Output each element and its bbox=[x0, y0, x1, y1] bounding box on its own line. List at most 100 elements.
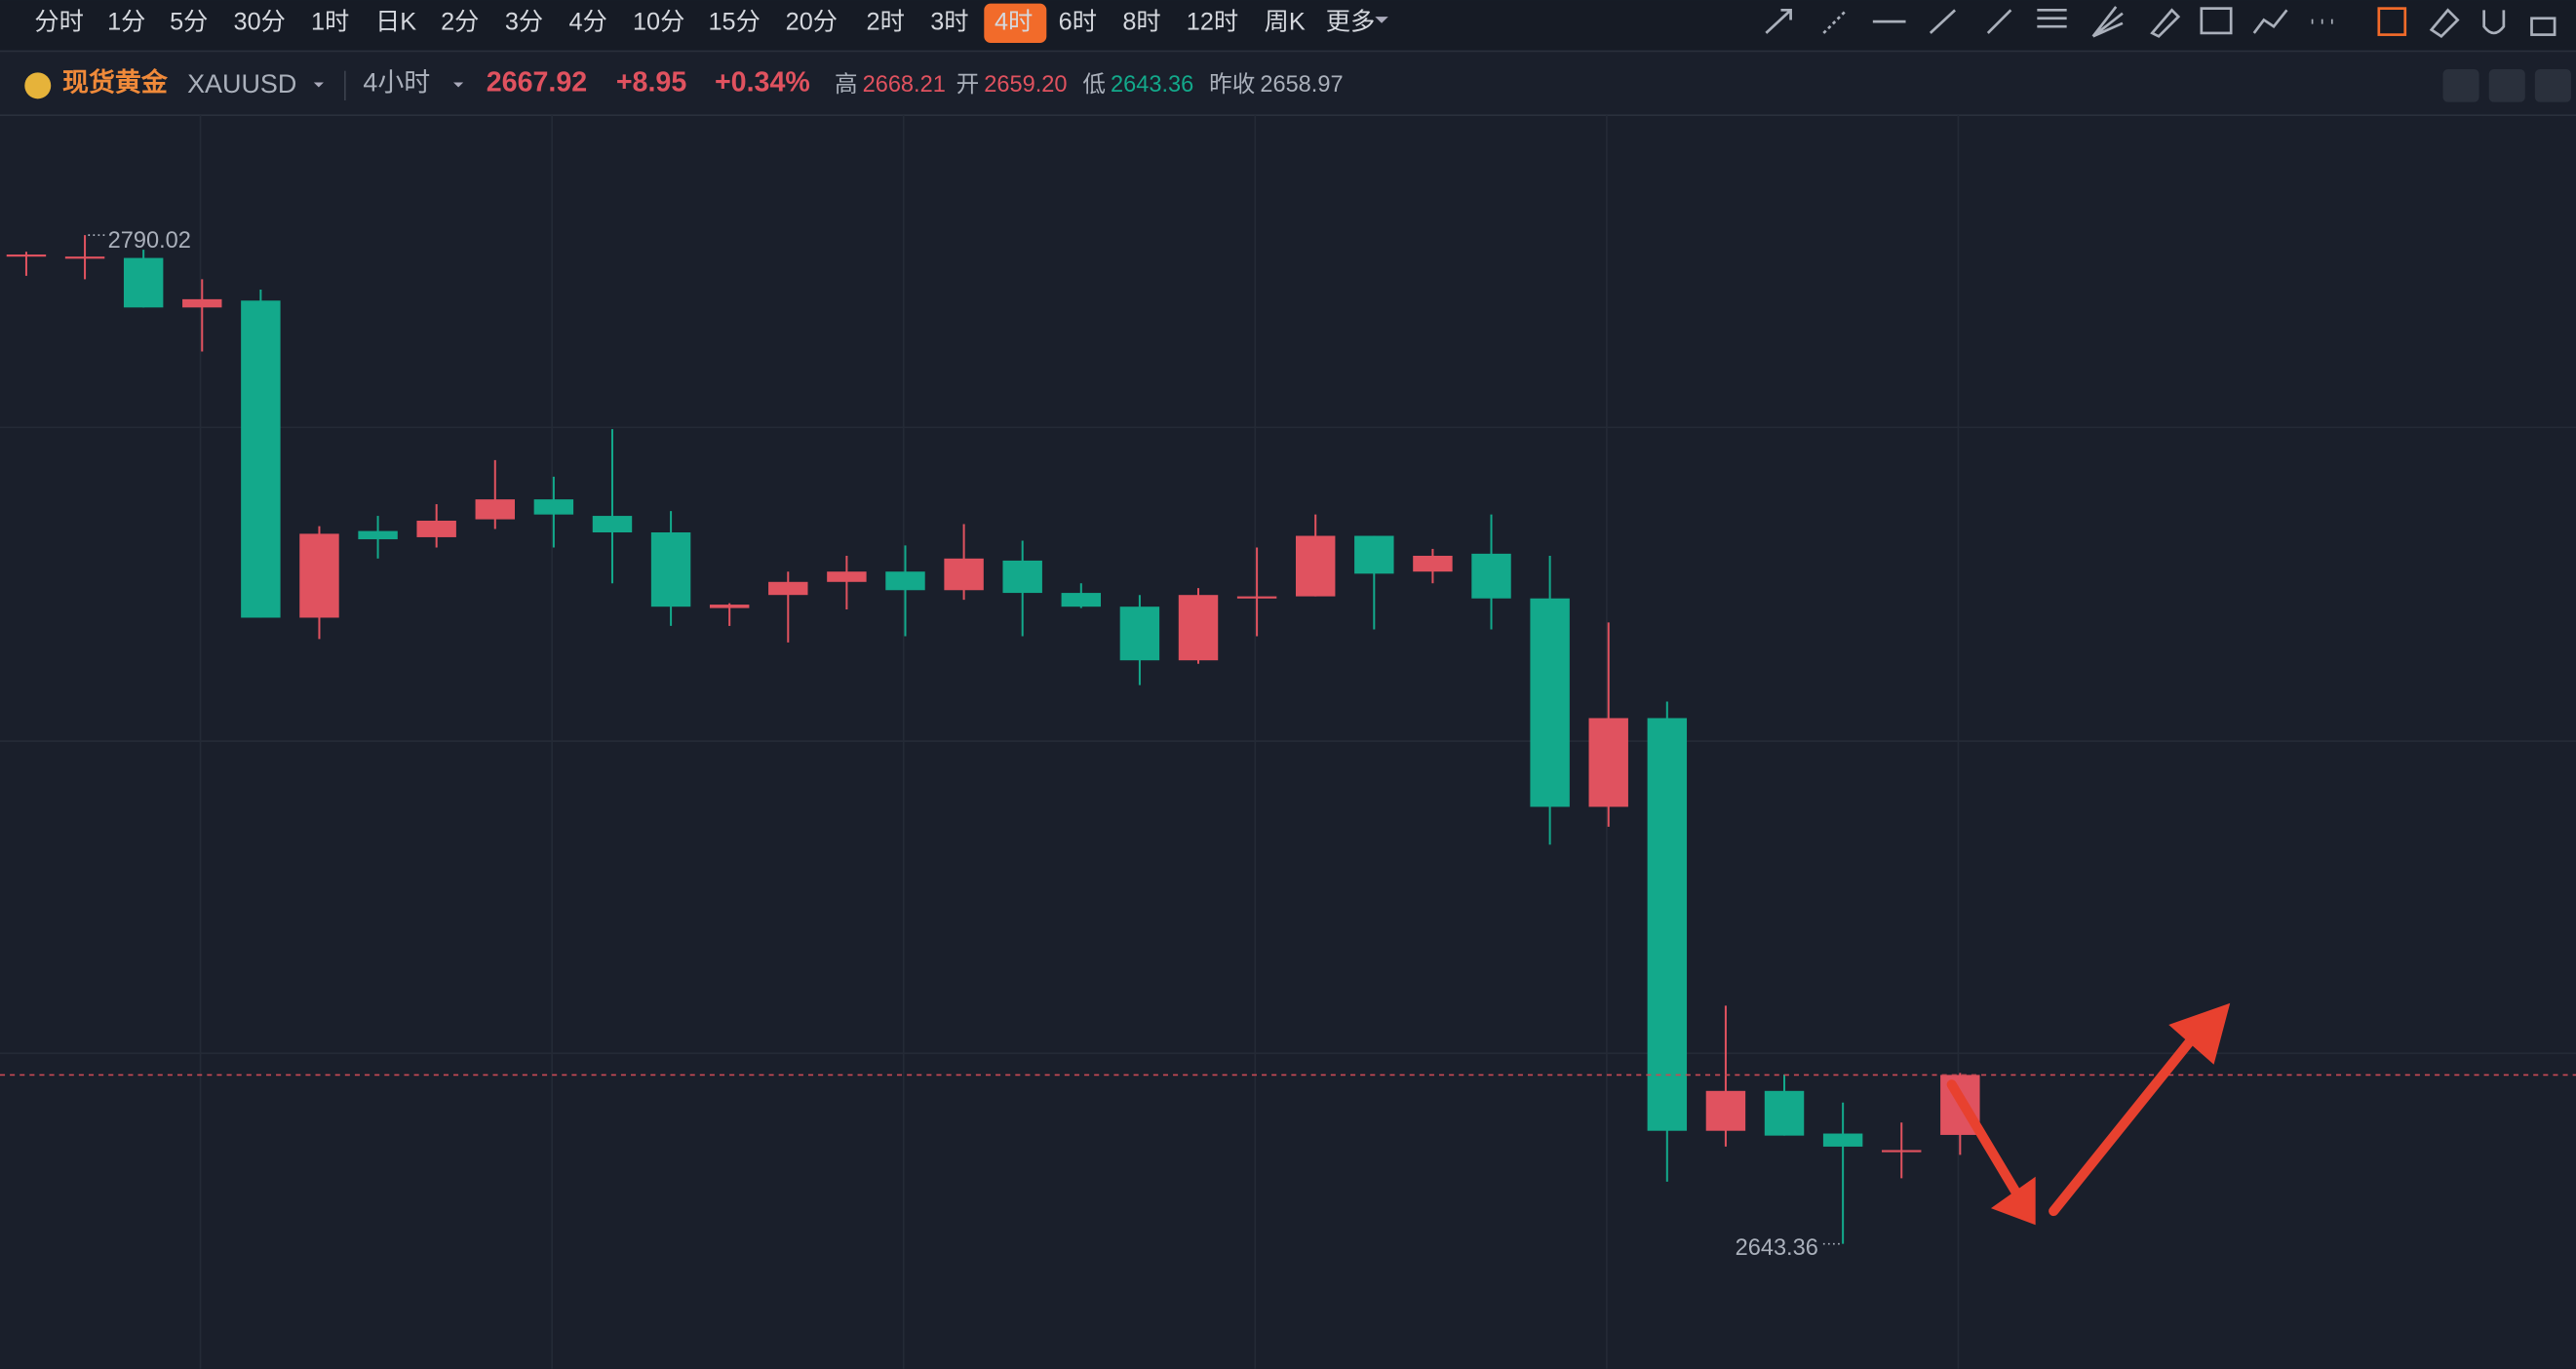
interval-button[interactable]: 8时 bbox=[1122, 8, 1160, 35]
candle-body bbox=[1647, 718, 1688, 1131]
drawing-tools bbox=[1765, 6, 2556, 39]
tool-icon[interactable] bbox=[2429, 8, 2460, 39]
candle-body bbox=[1764, 1090, 1805, 1136]
candle-body bbox=[416, 521, 456, 537]
candle-body bbox=[1236, 596, 1277, 599]
candle-body bbox=[1413, 555, 1453, 572]
plot: 2790.02 2643.36 bbox=[0, 227, 2576, 1260]
interval-button[interactable]: 周K bbox=[1265, 8, 1306, 35]
tool-icon[interactable] bbox=[1765, 8, 1792, 34]
interval-button[interactable]: 4分 bbox=[569, 8, 607, 35]
candle-body bbox=[1061, 593, 1102, 607]
interval-button[interactable]: 12时 bbox=[1187, 8, 1238, 35]
interval-button[interactable]: 30分 bbox=[234, 8, 286, 35]
candle-body bbox=[1178, 595, 1219, 661]
quote-value: 2643.36 bbox=[1111, 71, 1193, 97]
tool-icon[interactable] bbox=[2252, 9, 2288, 34]
candle-body bbox=[533, 499, 574, 515]
interval-button[interactable]: 3时 bbox=[930, 8, 968, 35]
candle-body bbox=[1471, 553, 1511, 599]
interval-button[interactable]: 6时 bbox=[1059, 8, 1097, 35]
annotation-arrows bbox=[1946, 1002, 2231, 1226]
max-label: 2790.02 bbox=[108, 227, 191, 253]
interval-button[interactable]: 1时 bbox=[311, 8, 349, 35]
candle-body bbox=[650, 531, 691, 607]
candle-body bbox=[1588, 718, 1628, 807]
tool-icon[interactable] bbox=[2377, 7, 2407, 36]
arrow-up bbox=[2049, 1030, 2201, 1217]
tool-icon[interactable] bbox=[1986, 9, 2012, 34]
candle-body bbox=[299, 533, 339, 618]
tool-icon[interactable] bbox=[1822, 9, 1848, 34]
quote-value: 2659.20 bbox=[984, 71, 1067, 97]
candle-body bbox=[1119, 606, 1160, 661]
tool-icon[interactable] bbox=[2037, 8, 2067, 28]
arrowhead bbox=[2168, 1002, 2231, 1065]
quote-label: 昨收 bbox=[1209, 71, 1255, 97]
change: +8.95 bbox=[616, 67, 687, 98]
candle-body bbox=[6, 254, 47, 257]
tool-icon[interactable] bbox=[2150, 8, 2181, 38]
candle-body bbox=[123, 257, 164, 308]
caret bbox=[453, 82, 464, 88]
tool-icon[interactable] bbox=[2091, 6, 2124, 38]
quote-label: 开 bbox=[956, 71, 980, 97]
interval-button[interactable]: 20分 bbox=[786, 8, 838, 35]
interval-button[interactable]: 10分 bbox=[633, 8, 684, 35]
interval-button[interactable]: 日K bbox=[375, 8, 416, 35]
candle-body bbox=[1822, 1133, 1863, 1147]
caret bbox=[313, 82, 324, 88]
candle-body bbox=[1354, 535, 1394, 574]
quote-label: 低 bbox=[1082, 71, 1106, 97]
interval-button[interactable]: 3分 bbox=[505, 8, 543, 35]
symbol-code: XAUUSD bbox=[187, 69, 296, 98]
candle-body bbox=[358, 530, 398, 540]
candle-body bbox=[1295, 535, 1336, 597]
interval-button[interactable]: 4时 bbox=[995, 8, 1033, 35]
candle-body bbox=[944, 558, 984, 591]
candle-body bbox=[709, 605, 750, 608]
arrow-down bbox=[1946, 1079, 2023, 1200]
tool-icon[interactable] bbox=[2482, 10, 2506, 35]
candle-body bbox=[885, 571, 925, 591]
candle-body bbox=[827, 571, 867, 582]
last-price: 2667.92 bbox=[487, 67, 587, 98]
candle-body bbox=[1530, 598, 1570, 807]
quote-value: 2658.97 bbox=[1260, 71, 1343, 97]
tool-icon[interactable] bbox=[2200, 7, 2233, 35]
interval-button[interactable]: 5分 bbox=[170, 8, 208, 35]
candle-body bbox=[64, 256, 105, 259]
tool-icon[interactable] bbox=[2530, 17, 2556, 36]
interval-button[interactable]: 更多 bbox=[1326, 8, 1376, 35]
interval-group: 分时 1分 5分 30分 1时 日K 2分 3分 4分 10分 15分 20分 2时 3时 4时 6时 8时 12… bbox=[34, 8, 1375, 35]
change-pct: +0.34% bbox=[715, 67, 810, 98]
candle-body bbox=[768, 581, 808, 596]
interval-button[interactable]: 15分 bbox=[708, 8, 760, 35]
candle-body bbox=[1882, 1150, 1922, 1153]
interval-button[interactable]: 1分 bbox=[107, 8, 145, 35]
quote-value: 2668.21 bbox=[863, 71, 946, 97]
chart-button[interactable] bbox=[2534, 68, 2571, 102]
chart-button[interactable] bbox=[2488, 68, 2525, 102]
candle-body bbox=[1705, 1090, 1746, 1131]
symbol-name: 现货黄金 bbox=[62, 66, 169, 97]
candle-body bbox=[475, 499, 515, 520]
quote-label: 高 bbox=[835, 71, 858, 97]
candle-body bbox=[241, 300, 281, 618]
candle-body bbox=[592, 516, 633, 532]
toolbar bbox=[0, 0, 2576, 52]
interval-button[interactable]: 2分 bbox=[441, 8, 479, 35]
interval-button[interactable]: 2时 bbox=[867, 8, 905, 35]
chart-buttons bbox=[2442, 68, 2571, 102]
period[interactable]: 4小时 bbox=[363, 67, 430, 97]
interval-button[interactable]: 分时 bbox=[34, 8, 84, 35]
candle-body bbox=[1002, 560, 1042, 594]
chart-button[interactable] bbox=[2442, 68, 2479, 102]
tool-icon[interactable] bbox=[1929, 9, 1957, 34]
active-interval[interactable] bbox=[984, 3, 1047, 44]
candle-body bbox=[182, 298, 222, 308]
symbol-icon bbox=[24, 72, 52, 99]
